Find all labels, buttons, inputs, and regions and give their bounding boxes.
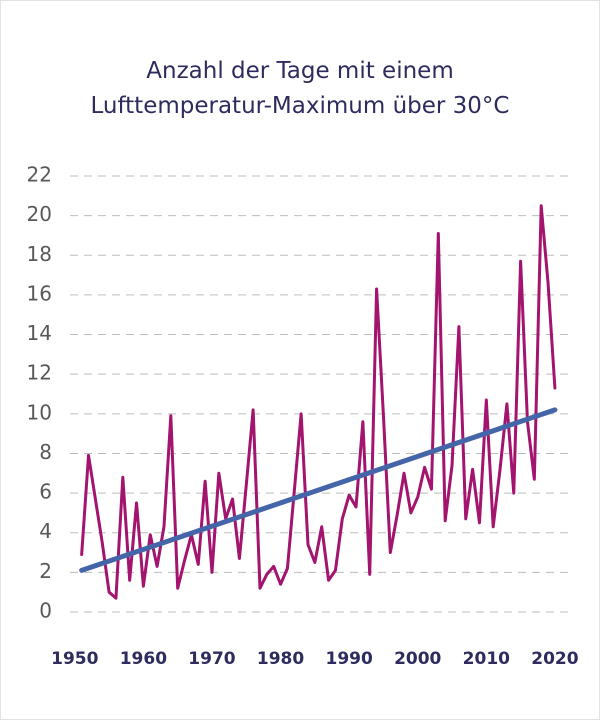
y-tick-label: 18 xyxy=(27,242,52,266)
y-tick-label: 0 xyxy=(39,599,52,623)
y-tick-label: 12 xyxy=(27,361,52,385)
x-tick-label: 1980 xyxy=(257,649,304,669)
x-tick-label: 1960 xyxy=(120,649,167,669)
y-tick-label: 6 xyxy=(39,480,52,504)
y-tick-label: 20 xyxy=(27,202,52,226)
data-line xyxy=(80,204,557,600)
y-tick-label: 16 xyxy=(27,281,52,305)
x-tick-label: 2020 xyxy=(531,649,578,669)
x-tick-label: 1990 xyxy=(325,649,372,669)
chart-title: Lufttemperatur-Maximum über 30°C xyxy=(90,93,509,119)
x-tick-label: 2010 xyxy=(463,649,510,669)
y-tick-label: 2 xyxy=(39,559,52,583)
y-tick-label: 8 xyxy=(39,440,52,464)
trend-line xyxy=(79,407,558,573)
y-tick-label: 10 xyxy=(27,400,52,424)
chart-title: Anzahl der Tage mit einem xyxy=(146,58,453,84)
y-tick-label: 14 xyxy=(27,321,52,345)
x-tick-label: 1970 xyxy=(188,649,235,669)
y-tick-label: 22 xyxy=(27,163,52,187)
x-tick-label: 2000 xyxy=(394,649,441,669)
x-tick-label: 1950 xyxy=(51,649,98,669)
y-tick-label: 4 xyxy=(39,519,52,543)
